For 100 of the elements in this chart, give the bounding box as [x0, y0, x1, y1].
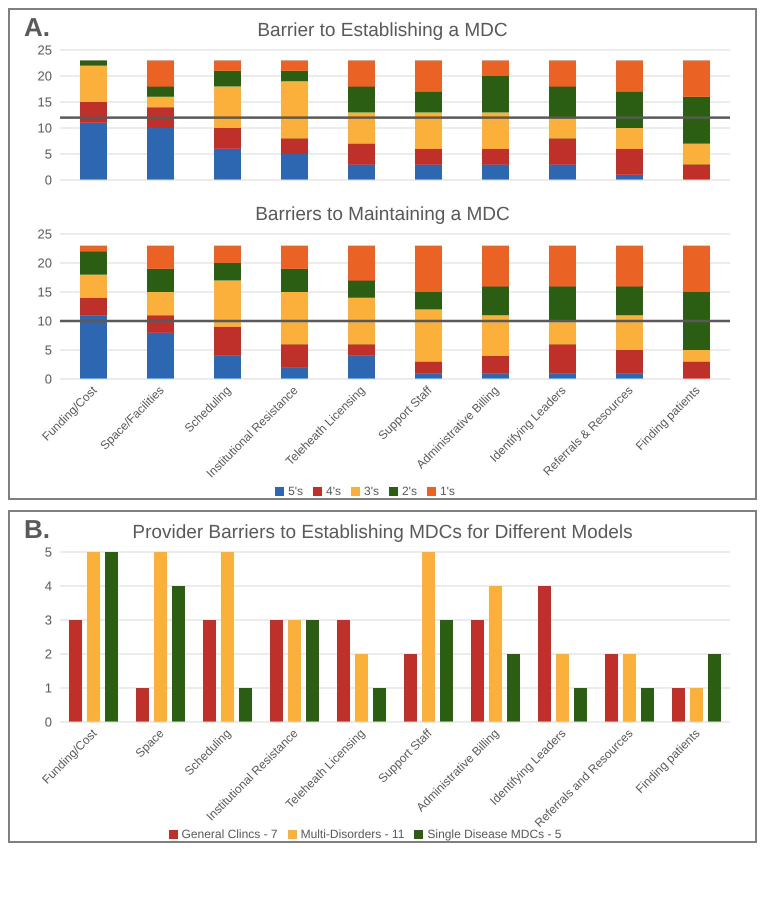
bar: [556, 654, 569, 722]
bar: [214, 356, 241, 379]
bar: [214, 280, 241, 327]
bar: [80, 274, 107, 298]
bar: [415, 292, 442, 310]
bar: [214, 70, 241, 86]
bar: [616, 92, 643, 128]
y-tick-label: 15: [38, 94, 52, 110]
bar: [80, 66, 107, 102]
bar: [270, 620, 283, 722]
bar: [549, 286, 576, 321]
y-tick-label: 25: [38, 42, 52, 58]
bar: [337, 620, 350, 722]
bar: [482, 373, 509, 379]
bar: [683, 60, 710, 97]
bar: [281, 268, 308, 292]
bar: [482, 60, 509, 76]
y-tick-label: 5: [44, 342, 52, 358]
bar: [281, 367, 308, 379]
bar: [549, 86, 576, 118]
bar: [538, 586, 551, 722]
bar: [348, 344, 375, 356]
y-tick-label: 20: [38, 68, 52, 84]
bar: [415, 246, 442, 292]
bar: [147, 246, 174, 269]
bar: [507, 654, 520, 722]
bar: [683, 164, 710, 180]
bar: [306, 620, 319, 722]
legend-label: 4's: [326, 484, 342, 498]
bar: [348, 246, 375, 280]
bar: [80, 60, 107, 66]
bar: [214, 246, 241, 263]
bar: [281, 246, 308, 269]
bar: [415, 373, 442, 379]
bar: [281, 138, 308, 154]
bar: [147, 128, 174, 180]
bar: [616, 128, 643, 149]
bar: [549, 344, 576, 374]
y-tick-label: 5: [44, 146, 52, 162]
bar: [348, 164, 375, 180]
legend-label: Single Disease MDCs - 5: [427, 827, 562, 841]
bar: [348, 280, 375, 298]
y-tick-label: 10: [38, 314, 52, 329]
bar: [641, 688, 654, 722]
bar: [69, 620, 82, 722]
bar: [708, 654, 721, 722]
bar: [683, 292, 710, 350]
chart-title: Barrier to Establishing a MDC: [257, 20, 508, 41]
bar: [549, 164, 576, 180]
bar: [281, 344, 308, 368]
bar: [415, 60, 442, 92]
y-tick-label: 2: [44, 646, 52, 662]
text: B.: [24, 514, 50, 545]
bar: [80, 122, 107, 180]
bar: [154, 552, 167, 722]
bar: [136, 688, 149, 722]
bar: [281, 60, 308, 71]
bar: [288, 620, 301, 722]
bar: [214, 263, 241, 280]
bar: [683, 246, 710, 292]
bar: [623, 654, 636, 722]
bar: [147, 86, 174, 97]
bar: [105, 552, 118, 722]
bar: [214, 128, 241, 149]
y-tick-label: 20: [38, 256, 52, 271]
legend-label: 3's: [364, 484, 379, 498]
bar: [80, 246, 107, 252]
bar: [482, 315, 509, 356]
bar: [348, 112, 375, 144]
bar: [549, 118, 576, 138]
bar: [348, 298, 375, 344]
legend-label: 5's: [288, 484, 304, 498]
legend-label: General Clincs - 7: [182, 827, 278, 841]
bar: [471, 620, 484, 722]
y-tick-label: 5: [44, 544, 52, 560]
bar: [214, 148, 241, 180]
bar: [482, 148, 509, 164]
bar: [482, 286, 509, 316]
bar: [348, 86, 375, 112]
bar: [549, 321, 576, 344]
bar: [80, 298, 107, 316]
bar: [172, 586, 185, 722]
bar: [214, 60, 241, 71]
bar: [616, 246, 643, 286]
bar: [616, 60, 643, 92]
bar: [440, 620, 453, 722]
y-tick-label: 0: [44, 372, 52, 387]
bar: [683, 96, 710, 144]
bar: [348, 60, 375, 86]
text: A.: [24, 12, 50, 43]
bar: [214, 326, 241, 356]
bar: [415, 112, 442, 149]
y-tick-label: 0: [44, 714, 52, 730]
bar: [203, 620, 216, 722]
legend-label: Multi-Disorders - 11: [300, 827, 404, 841]
legend-label: 2's: [402, 484, 417, 498]
y-tick-label: 4: [44, 578, 52, 594]
bar: [683, 144, 710, 164]
bar: [616, 373, 643, 379]
bar: [415, 92, 442, 112]
